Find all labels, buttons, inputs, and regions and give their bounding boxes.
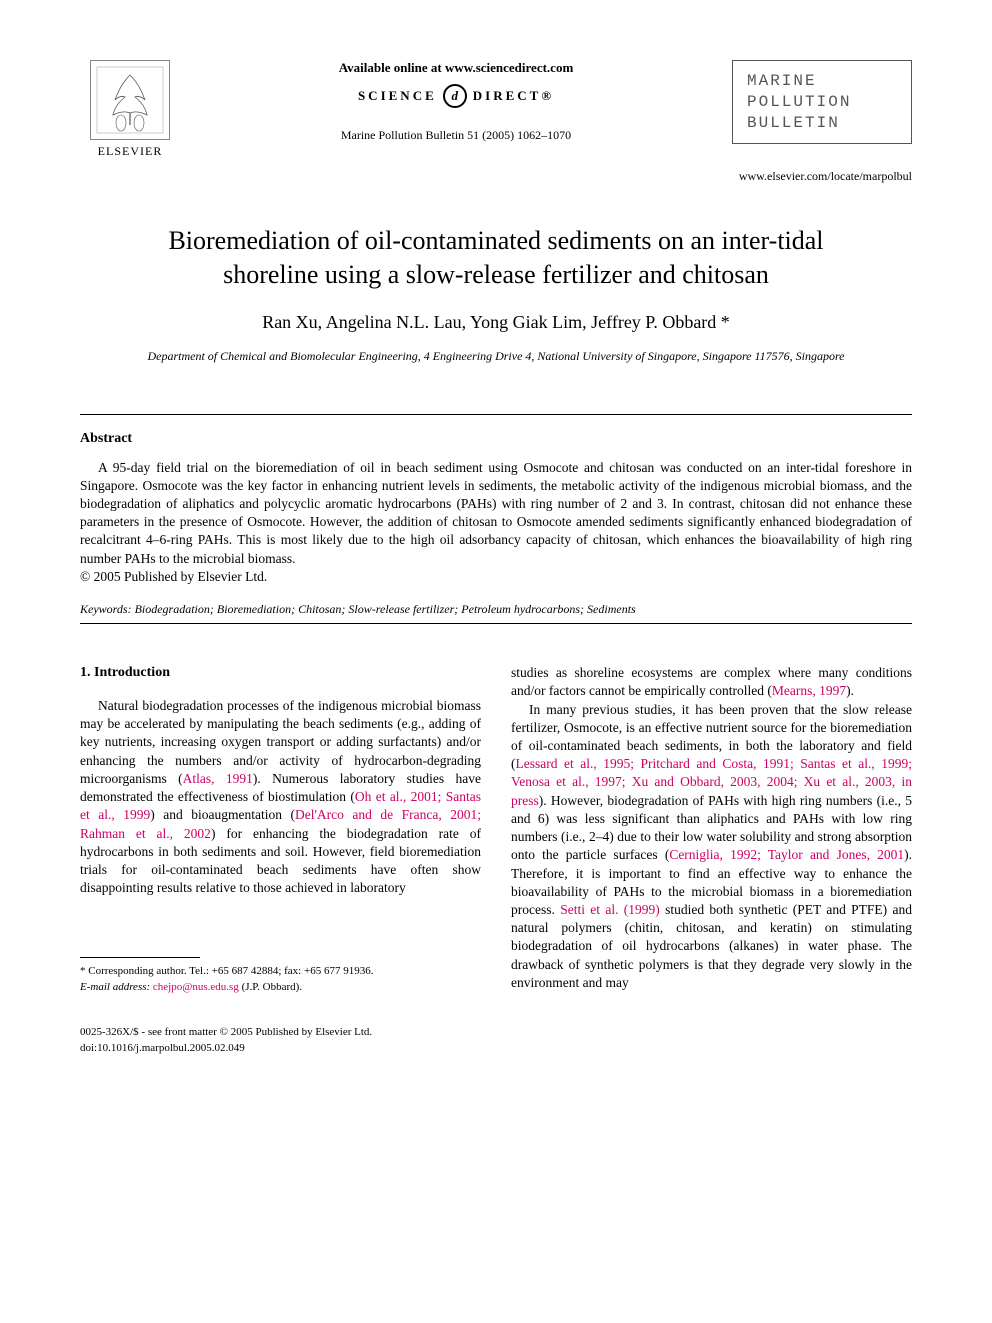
- locate-url: www.elsevier.com/locate/marpolbul: [80, 169, 912, 184]
- footnote-email-tail: (J.P. Obbard).: [239, 981, 302, 993]
- ref-mearns-1997[interactable]: Mearns, 1997: [772, 683, 846, 698]
- intro-paragraph-1-cont: studies as shoreline ecosystems are comp…: [511, 664, 912, 700]
- journal-title-box: MARINE POLLUTION BULLETIN: [732, 60, 912, 144]
- footnote-email-link[interactable]: chejpo@nus.edu.sg: [153, 981, 239, 993]
- left-column: 1. Introduction Natural biodegradation p…: [80, 664, 481, 995]
- journal-name-line1: MARINE: [747, 71, 897, 92]
- publisher-logo: ELSEVIER: [80, 60, 180, 159]
- divider-bottom: [80, 623, 912, 624]
- ref-cerniglia-taylor[interactable]: Cerniglia, 1992; Taylor and Jones, 2001: [669, 847, 904, 862]
- science-direct-logo: SCIENCE d DIRECT®: [200, 84, 712, 108]
- journal-reference: Marine Pollution Bulletin 51 (2005) 1062…: [200, 128, 712, 143]
- sd-d-icon: d: [443, 84, 467, 108]
- ref-setti-1999[interactable]: Setti et al. (1999): [560, 902, 660, 917]
- available-online-text: Available online at www.sciencedirect.co…: [200, 60, 712, 76]
- intro-paragraph-1: Natural biodegradation processes of the …: [80, 697, 481, 897]
- publisher-name: ELSEVIER: [98, 144, 163, 159]
- divider-top: [80, 414, 912, 415]
- c2p1-b: ).: [846, 683, 854, 698]
- footer-issn: 0025-326X/$ - see front matter © 2005 Pu…: [80, 1025, 912, 1040]
- ref-atlas-1991[interactable]: Atlas, 1991: [183, 771, 253, 786]
- corresponding-author-footnote: * Corresponding author. Tel.: +65 687 42…: [80, 964, 481, 995]
- intro-heading: 1. Introduction: [80, 664, 481, 683]
- keywords-line: Keywords: Biodegradation; Bioremediation…: [80, 602, 912, 617]
- abstract-body: A 95-day field trial on the bioremediati…: [80, 460, 912, 566]
- abstract-copyright: © 2005 Published by Elsevier Ltd.: [80, 569, 267, 584]
- abstract-paragraph: A 95-day field trial on the bioremediati…: [80, 459, 912, 587]
- page-footer: 0025-326X/$ - see front matter © 2005 Pu…: [80, 1025, 912, 1056]
- footnote-rule: [80, 957, 200, 958]
- keywords-label: Keywords:: [80, 602, 132, 616]
- footer-doi: doi:10.1016/j.marpolbul.2005.02.049: [80, 1041, 912, 1056]
- footnote-email-label: E-mail address:: [80, 981, 150, 993]
- footnote-corr: * Corresponding author. Tel.: +65 687 42…: [80, 964, 481, 979]
- journal-name-line3: BULLETIN: [747, 113, 897, 134]
- intro-paragraph-2: In many previous studies, it has been pr…: [511, 701, 912, 993]
- article-title: Bioremediation of oil-contaminated sedim…: [140, 224, 852, 292]
- journal-name-line2: POLLUTION: [747, 92, 897, 113]
- p1-c: ) and bioaugmentation (: [150, 807, 295, 822]
- header-center: Available online at www.sciencedirect.co…: [180, 60, 732, 143]
- sd-right: DIRECT®: [473, 88, 554, 104]
- authors-line: Ran Xu, Angelina N.L. Lau, Yong Giak Lim…: [80, 312, 912, 333]
- right-column: studies as shoreline ecosystems are comp…: [511, 664, 912, 995]
- affiliation: Department of Chemical and Biomolecular …: [80, 349, 912, 364]
- keywords-text: Biodegradation; Bioremediation; Chitosan…: [132, 602, 636, 616]
- body-columns: 1. Introduction Natural biodegradation p…: [80, 664, 912, 995]
- abstract-heading: Abstract: [80, 431, 912, 447]
- elsevier-tree-icon: [90, 60, 170, 140]
- sd-left: SCIENCE: [358, 88, 437, 104]
- page-header: ELSEVIER Available online at www.science…: [80, 60, 912, 159]
